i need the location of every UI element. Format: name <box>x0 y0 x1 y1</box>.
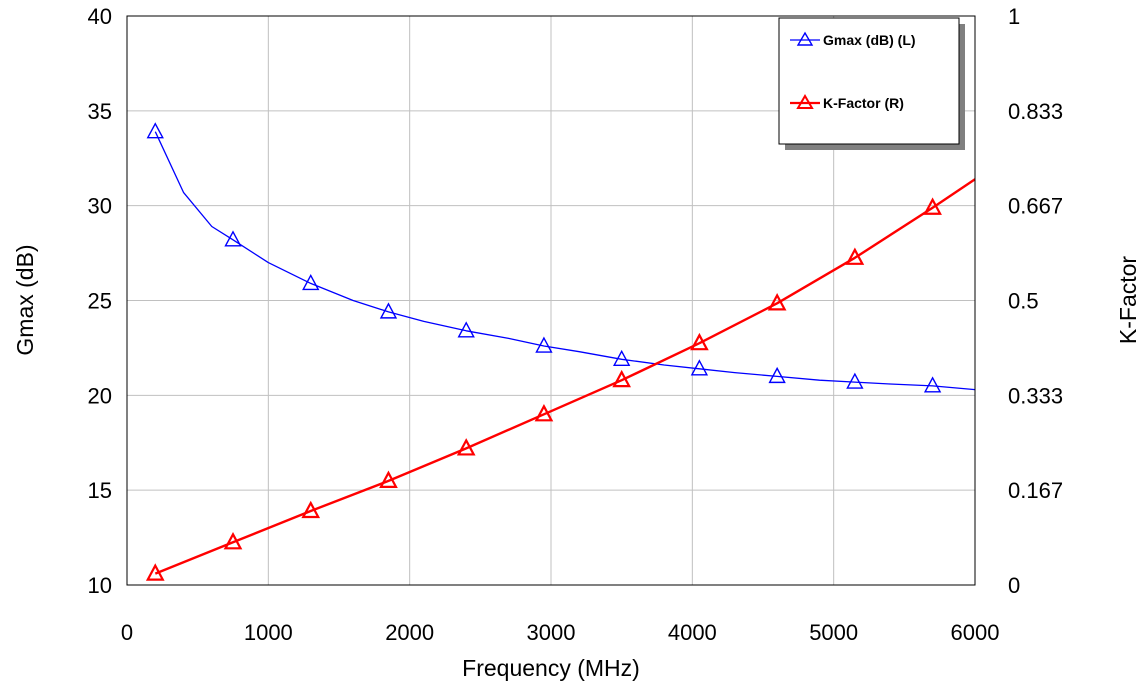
y2-tick-label: 0.667 <box>1008 194 1063 219</box>
y-tick-label: 15 <box>88 478 112 503</box>
x-tick-label: 2000 <box>385 620 434 645</box>
series-layer <box>145 122 976 581</box>
data-point-kfactor <box>145 563 165 581</box>
data-point-gmax <box>612 349 631 366</box>
x-tick-label: 4000 <box>668 620 717 645</box>
data-point-kfactor <box>845 247 865 265</box>
x-tick-label: 5000 <box>809 620 858 645</box>
data-point-gmax <box>846 372 864 389</box>
series-line-gmax <box>154 131 976 391</box>
data-point-kfactor <box>379 470 398 488</box>
data-point-gmax <box>535 336 553 353</box>
x-axis-title: Frequency (MHz) <box>462 655 640 681</box>
y2-tick-label: 0.833 <box>1008 99 1063 124</box>
y2-tick-label: 1 <box>1008 4 1020 29</box>
y-axis-title: Gmax (dB) <box>12 244 38 355</box>
y2-tick-label: 0.167 <box>1008 478 1063 503</box>
legend-label-kfactor: K-Factor (R) <box>823 95 904 111</box>
x-tick-label: 1000 <box>244 620 293 645</box>
series-line-kfactor <box>154 178 976 575</box>
y2-tick-label: 0.333 <box>1008 383 1063 408</box>
y2-axis-title: K-Factor <box>1115 256 1141 345</box>
data-point-kfactor <box>534 403 554 422</box>
data-point-gmax <box>690 359 709 376</box>
y-tick-label: 10 <box>88 573 112 598</box>
x-tick-label: 6000 <box>951 620 1000 645</box>
legend-marker-gmax <box>796 31 814 46</box>
y-tick-label: 30 <box>88 194 112 219</box>
ticks: 0 1000 2000 3000 4000 5000 6000101520253035400… <box>88 4 1064 645</box>
y-tick-label: 40 <box>88 4 112 29</box>
data-point-gmax <box>302 273 320 291</box>
legend: Gmax (dB) (L) K-Factor (R) <box>778 17 965 150</box>
data-point-gmax <box>923 376 942 393</box>
data-point-kfactor <box>690 332 709 351</box>
x-tick-label: 0 <box>121 620 133 645</box>
y2-tick-label: 0 <box>1008 573 1020 598</box>
data-point-kfactor <box>223 531 243 550</box>
data-point-gmax <box>457 321 475 338</box>
plot-frame <box>126 15 976 586</box>
data-point-gmax <box>379 302 398 319</box>
data-point-kfactor <box>301 500 321 519</box>
y-tick-label: 35 <box>88 99 112 124</box>
data-point-gmax <box>768 366 786 384</box>
legend-label-gmax: Gmax (dB) (L) <box>823 32 916 48</box>
y2-tick-label: 0.5 <box>1008 289 1039 314</box>
data-point-gmax <box>224 230 242 247</box>
y-tick-label: 25 <box>88 289 112 314</box>
data-point-gmax <box>146 122 164 139</box>
data-point-kfactor <box>767 293 787 311</box>
x-tick-label: 3000 <box>527 620 576 645</box>
data-point-kfactor <box>456 438 476 456</box>
legend-marker-kfactor <box>796 94 814 109</box>
data-point-kfactor <box>612 369 632 388</box>
y-tick-label: 20 <box>88 383 112 408</box>
data-point-kfactor <box>923 197 942 215</box>
